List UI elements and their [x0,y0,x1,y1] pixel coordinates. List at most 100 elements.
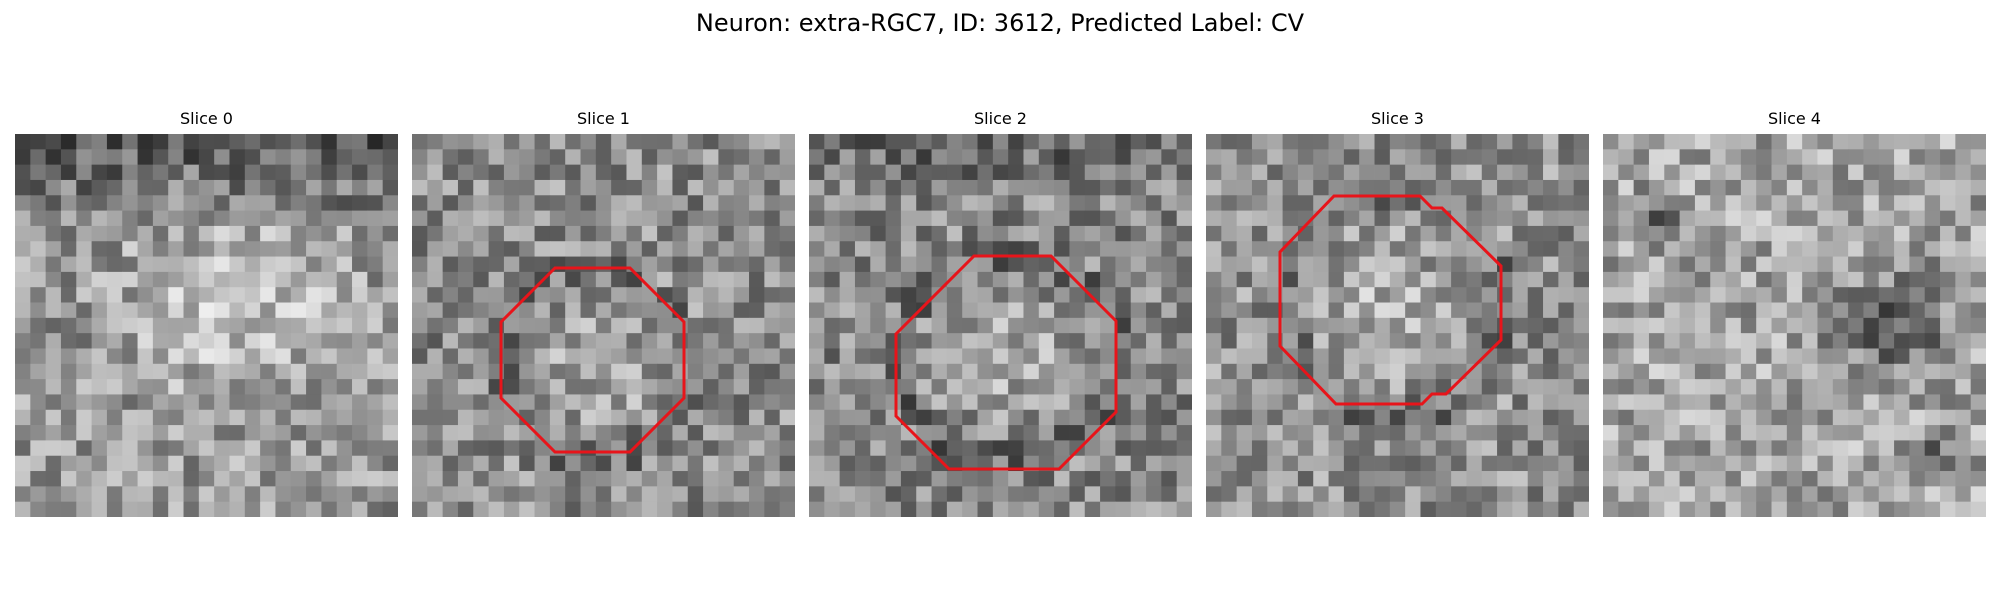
pixel [1527,409,1544,426]
pixel [1282,317,1299,334]
pixel [45,379,62,395]
pixel [183,287,200,303]
pixel [1343,440,1360,457]
pixel [76,471,92,487]
pixel [1679,348,1696,365]
pixel [1297,164,1314,181]
pixel [1863,333,1880,349]
pixel [687,271,704,288]
pixel [1374,210,1391,227]
pixel [611,348,627,365]
pixel [244,501,261,517]
pixel [1481,179,1498,196]
pixel [137,149,154,166]
pixel [1405,348,1421,365]
pixel [1573,149,1589,166]
pixel [15,363,31,380]
pixel [1878,287,1895,303]
pixel [1420,179,1437,196]
pixel [1633,302,1650,319]
pixel [1694,287,1711,303]
pixel [854,179,871,196]
pixel [1558,379,1575,395]
pixel [1497,271,1513,288]
pixel [488,164,505,181]
pixel [1786,379,1803,395]
pixel [1069,486,1086,503]
pixel [809,333,825,349]
pixel [275,409,292,426]
pixel [106,333,123,349]
pixel [352,164,368,181]
pixel [703,471,719,487]
pixel [1176,333,1192,349]
pixel [488,455,505,472]
pixel [1420,271,1437,288]
pixel [1038,271,1055,288]
pixel [1940,179,1956,196]
pixel [1817,348,1834,365]
pixel [1130,256,1147,273]
pixel [1909,302,1926,319]
pixel [427,225,444,242]
pixel [672,149,689,166]
pixel [1481,363,1498,380]
pixel [1146,379,1162,395]
pixel [457,134,474,150]
pixel [1054,164,1070,181]
pixel [1023,486,1040,503]
pixel [595,317,612,334]
pixel [1146,287,1162,303]
pixel [1832,256,1849,273]
pixel [687,317,704,334]
pixel [1420,348,1437,365]
pixel [764,225,781,242]
pixel [1389,241,1406,257]
pixel [916,394,932,411]
slice-title: Slice 4 [1768,109,1821,128]
pixel [290,134,307,150]
pixel [106,134,123,150]
pixel [534,394,551,411]
pixel [229,225,246,242]
pixel [1435,363,1452,380]
pixel [122,455,138,472]
pixel [1924,363,1941,380]
pixel [641,241,658,257]
pixel [1359,363,1375,380]
pixel [946,425,963,441]
pixel [1878,317,1895,334]
pixel [1146,363,1162,380]
pixel [992,179,1009,196]
pixel [1970,348,1986,365]
pixel [885,271,902,288]
pixel [1497,210,1513,227]
pixel [749,210,765,227]
pixel [854,225,871,242]
pixel [1297,195,1314,211]
pixel [1206,348,1222,365]
pixel [1054,425,1070,441]
pixel [870,333,886,349]
pixel [1313,164,1329,181]
pixel [565,302,581,319]
pixel [1648,287,1665,303]
pixel [183,425,200,441]
pixel [1817,379,1834,395]
pixel [1251,501,1268,517]
pixel [611,317,627,334]
pixel [626,333,643,349]
pixel [1435,241,1452,257]
pixel [183,256,200,273]
slice-image [15,134,398,517]
pixel [1359,501,1375,517]
pixel [1221,486,1238,503]
pixel [1251,271,1268,288]
pixel [214,134,230,150]
pixel [1710,302,1726,319]
pixel [1817,455,1834,472]
pixel [1512,149,1529,166]
pixel [260,241,276,257]
pixel [703,394,719,411]
pixel [641,195,658,211]
